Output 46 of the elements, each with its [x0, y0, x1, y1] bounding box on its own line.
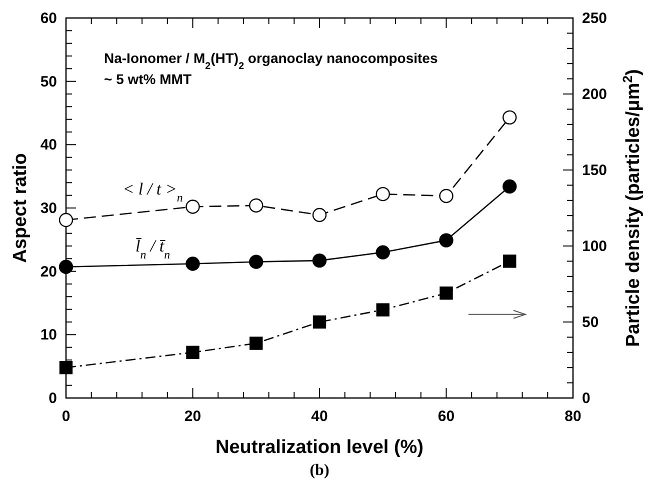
y-axis-title: Aspect ratio [10, 153, 31, 263]
point [312, 315, 326, 329]
x-tick-label: 80 [564, 408, 582, 425]
x-tick-label: 60 [438, 408, 455, 425]
point [376, 186, 390, 202]
y-tick-label: 0 [48, 390, 57, 407]
y2-tick-label: 250 [582, 10, 608, 27]
annotation: Na-Ionomer / M$_{2}$(HT)$_{2}$ organoclay nanocomposites [104, 50, 438, 72]
y2-tick-label: 100 [582, 238, 608, 255]
y2-tick-label: 150 [582, 162, 608, 179]
point [249, 198, 264, 213]
point [312, 253, 327, 268]
point [312, 208, 327, 222]
x-axis-title: Neutralization level (%) [216, 437, 424, 458]
point [439, 188, 454, 204]
x-tick-label: 40 [311, 408, 328, 425]
point [439, 233, 454, 248]
y-tick-label: 30 [40, 200, 57, 217]
text: (b) [310, 462, 330, 479]
y2-tick-label: 50 [582, 314, 599, 331]
point [250, 336, 263, 350]
point [58, 212, 74, 228]
point [186, 200, 200, 214]
point [502, 110, 517, 125]
y2-tick-label: 200 [582, 86, 608, 103]
series-label: l̄$_{n}$ / t̄$_{n}$ [135, 236, 170, 262]
point [503, 254, 516, 268]
point [249, 254, 264, 269]
y-tick-label: 10 [40, 326, 57, 344]
annotation: ~ 5 wt% MMT [104, 71, 192, 87]
point [502, 179, 517, 194]
point [58, 260, 74, 274]
point [376, 303, 390, 316]
y-tick-label: 60 [40, 10, 57, 27]
y2-tick-label: 0 [582, 390, 590, 407]
series-label: < l / t >$_{n}$ [122, 180, 183, 205]
y-tick-label: 50 [40, 73, 57, 90]
y-tick-label: 40 [40, 136, 57, 154]
x-tick-label: 20 [184, 408, 202, 425]
point [186, 346, 200, 359]
point [376, 245, 390, 260]
point [440, 286, 453, 300]
point [186, 256, 200, 271]
y-tick-label: 20 [40, 263, 57, 280]
point [59, 361, 73, 374]
x-tick-label: 0 [62, 408, 70, 425]
